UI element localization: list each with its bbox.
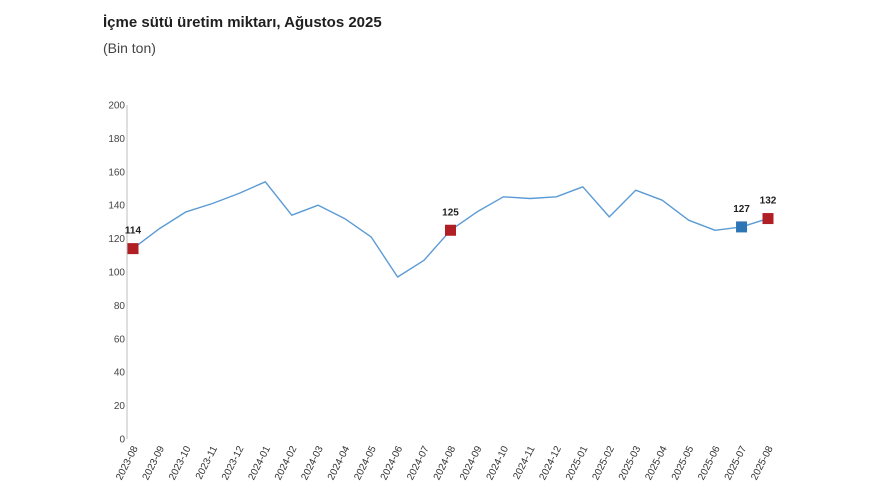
data-point <box>344 218 346 220</box>
x-tick-label: 2024-12 <box>538 444 565 482</box>
y-tick-label: 100 <box>108 268 125 279</box>
x-tick-label: 2024-05 <box>352 444 379 482</box>
y-tick-label: 120 <box>108 234 125 245</box>
data-point <box>317 204 319 206</box>
data-point <box>476 211 478 213</box>
y-tick-label: 20 <box>114 401 126 412</box>
data-point <box>370 236 372 238</box>
x-tick-label: 2023-12 <box>220 444 247 482</box>
x-tick-label: 2025-01 <box>564 444 591 482</box>
data-label: 127 <box>733 204 750 215</box>
x-tick-label: 2025-06 <box>696 444 723 482</box>
x-tick-label: 2024-09 <box>458 444 485 482</box>
y-tick-label: 200 <box>108 101 125 112</box>
x-tick-label: 2024-11 <box>511 444 537 481</box>
data-point <box>688 219 690 221</box>
data-point <box>661 199 663 201</box>
data-label: 125 <box>442 207 459 218</box>
data-point <box>502 196 504 198</box>
x-tick-label: 2025-04 <box>643 444 670 482</box>
highlight-marker <box>127 243 139 255</box>
x-tick-label: 2024-08 <box>432 444 459 482</box>
highlight-marker <box>736 221 748 233</box>
y-tick-label: 40 <box>114 368 126 379</box>
data-point <box>635 189 637 191</box>
data-point <box>291 214 293 216</box>
highlight-marker <box>762 213 774 225</box>
y-tick-label: 80 <box>114 301 126 312</box>
data-label: 132 <box>760 196 777 207</box>
chart-title: İçme sütü üretim miktarı, Ağustos 2025 <box>103 14 382 31</box>
data-label: 114 <box>125 226 142 237</box>
x-tick-label: 2024-10 <box>485 444 512 482</box>
data-point <box>264 181 266 183</box>
data-point <box>238 193 240 195</box>
x-tick-label: 2025-08 <box>749 444 776 482</box>
x-tick-label: 2025-03 <box>617 444 644 482</box>
y-tick-label: 0 <box>119 435 125 446</box>
highlight-marker <box>445 224 456 236</box>
data-point <box>555 196 557 198</box>
x-tick-label: 2024-07 <box>405 444 432 482</box>
x-tick-label: 2025-02 <box>590 444 617 482</box>
data-point <box>397 276 399 278</box>
x-tick-label: 2025-05 <box>670 444 697 482</box>
x-tick-label: 2023-08 <box>114 444 141 482</box>
data-point <box>185 211 187 213</box>
y-tick-label: 160 <box>108 167 125 178</box>
data-point <box>423 259 425 261</box>
data-point <box>211 203 213 205</box>
x-tick-label: 2024-06 <box>379 444 406 482</box>
y-tick-label: 140 <box>108 201 125 212</box>
x-tick-label: 2024-03 <box>299 444 326 482</box>
data-point <box>582 186 584 188</box>
data-point <box>608 216 610 218</box>
x-tick-label: 2023-10 <box>167 444 194 482</box>
y-tick-label: 180 <box>108 134 125 145</box>
x-tick-label: 2024-01 <box>247 444 274 482</box>
x-tick-label: 2023-09 <box>141 444 168 482</box>
chart-subtitle-unit: (Bin ton) <box>103 40 156 56</box>
x-tick-label: 2024-02 <box>273 444 300 482</box>
x-tick-label: 2024-04 <box>326 444 353 482</box>
x-tick-label: 2025-07 <box>723 444 750 482</box>
y-tick-label: 60 <box>114 334 126 345</box>
x-tick-label: 2023-11 <box>194 444 220 481</box>
data-point <box>158 228 160 230</box>
data-point <box>714 229 716 231</box>
data-point <box>529 198 531 200</box>
